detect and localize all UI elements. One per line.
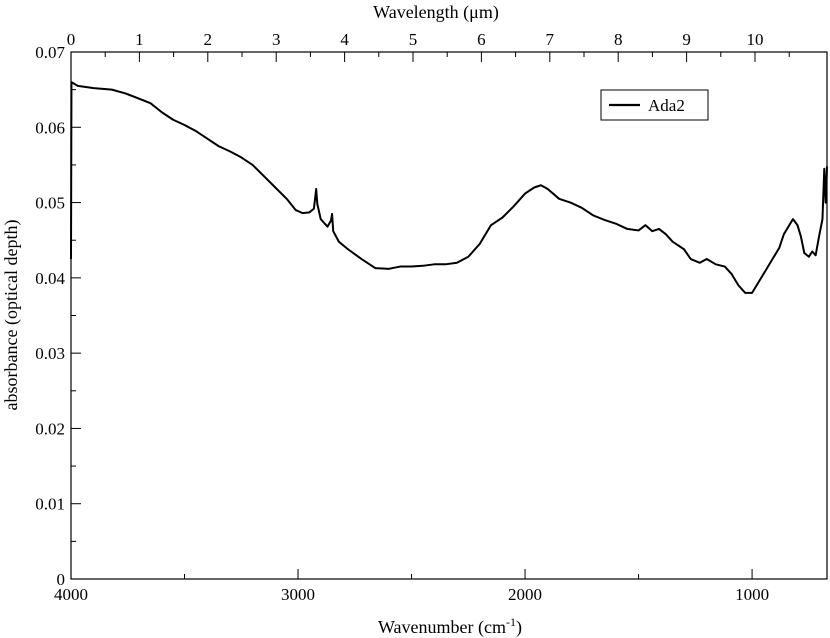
top-tick-label: 2	[204, 30, 213, 49]
x-axis-title-suffix: )	[516, 617, 522, 638]
x-tick-label: 1000	[735, 585, 769, 604]
y-tick-label: 0.01	[35, 495, 65, 514]
top-tick-label: 6	[477, 30, 486, 49]
plot-area-frame	[70, 51, 828, 580]
x-axis-ticks: 4000 3000 2000 1000	[54, 569, 769, 604]
y-tick-label: 0.06	[35, 118, 65, 137]
top-axis-ticks: 0 1 2 3 4 5 6 7 8 9 10	[67, 30, 790, 62]
legend: Ada2	[600, 89, 709, 121]
top-axis-title: Wavelength (μm)	[373, 2, 499, 23]
y-axis-title: absorbance (optical depth)	[1, 220, 22, 411]
top-tick-label: 5	[409, 30, 418, 49]
legend-label-ada2: Ada2	[648, 96, 685, 115]
x-tick-label: 2000	[508, 585, 542, 604]
x-tick-label: 4000	[54, 585, 88, 604]
top-tick-label: 7	[546, 30, 555, 49]
y-tick-label: 0.04	[35, 269, 65, 288]
top-tick-label: 3	[272, 30, 281, 49]
top-tick-label: 1	[135, 30, 144, 49]
top-tick-label: 8	[614, 30, 623, 49]
x-axis-title-superscript: -1	[506, 615, 516, 629]
y-tick-label: 0.02	[35, 419, 65, 438]
top-tick-label: 4	[340, 30, 349, 49]
y-tick-label: 0.05	[35, 194, 65, 213]
top-tick-label: 0	[67, 30, 76, 49]
y-tick-label: 0.07	[35, 43, 65, 62]
y-tick-label: 0	[57, 570, 66, 589]
y-axis-ticks: 0 0.01 0.02 0.03 0.04 0.05 0.06 0.07	[35, 43, 81, 589]
series-layer	[70, 81, 828, 294]
x-axis-title: Wavenumber (cm-1)	[378, 615, 522, 638]
series-line-ada2	[70, 81, 828, 294]
top-tick-label: 9	[682, 30, 691, 49]
x-axis-title-main: Wavenumber (cm	[378, 617, 506, 638]
y-tick-label: 0.03	[35, 344, 65, 363]
x-tick-label: 3000	[281, 585, 315, 604]
top-tick-label: 10	[747, 30, 764, 49]
